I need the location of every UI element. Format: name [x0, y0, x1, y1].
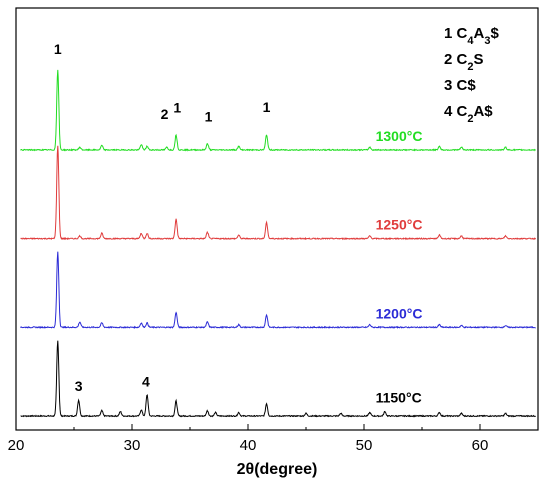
x-tick-label: 40 [240, 437, 257, 454]
temperature-label: 1200°C [376, 305, 423, 321]
x-tick-label: 20 [8, 437, 25, 454]
phase-legend: 1 C4A3$ 2 C2S 3 C$ 4 C2A$ [444, 25, 499, 125]
peak-label: 1 [263, 99, 271, 115]
x-tick-label: 60 [472, 437, 489, 454]
legend-entry: 2 C2S [444, 51, 483, 73]
peak-label: 1 [54, 41, 62, 57]
x-axis-ticks: 20 30 40 50 60 [8, 424, 489, 454]
peak-label: 1 [173, 100, 181, 116]
series-line [20, 251, 536, 330]
x-axis-label: 2θ(degree) [237, 461, 318, 478]
x-tick-label: 30 [124, 437, 141, 454]
series-line [20, 340, 536, 418]
series-layer [20, 69, 537, 418]
temperature-label: 1250°C [376, 217, 423, 233]
series-line [20, 69, 536, 152]
temperature-label: 1150°C [376, 390, 422, 406]
x-tick-label: 50 [356, 437, 373, 454]
legend-entry: 1 C4A3$ [444, 25, 499, 47]
temperature-label: 1300°C [376, 128, 423, 144]
peak-label: 1 [205, 109, 213, 125]
peak-label: 3 [75, 378, 83, 394]
peak-label: 2 [161, 106, 169, 122]
legend-entry: 3 C$ [444, 77, 476, 94]
legend-entry: 4 C2A$ [444, 103, 493, 125]
series-line [20, 145, 537, 241]
peak-label: 4 [142, 374, 150, 390]
plot-frame [15, 7, 539, 431]
